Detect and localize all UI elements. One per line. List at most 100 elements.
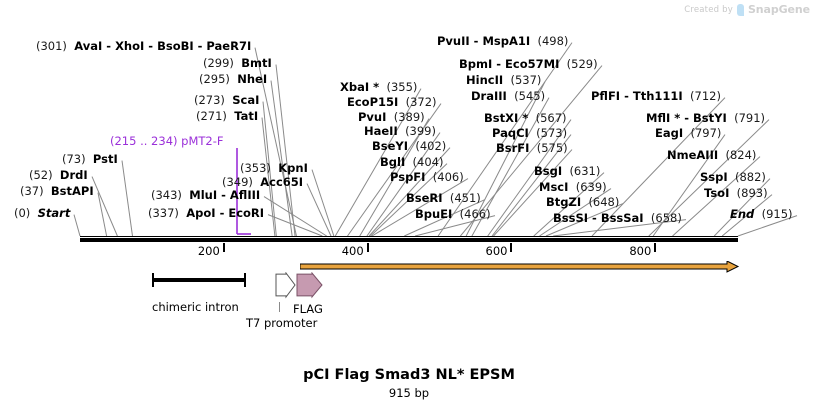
enzyme-label-pvui[interactable]: PvuI (389) (358, 110, 425, 124)
page-subtitle: 915 bp (388, 386, 430, 400)
enzyme-label-bgli[interactable]: BglI (404) (380, 156, 443, 169)
ruler-label-400: 400 (341, 244, 364, 258)
feature-bar-chimeric-intron[interactable] (152, 278, 246, 282)
enzyme-label-btgzi[interactable]: BtgZI (648) (546, 195, 619, 209)
enzyme-position: (52) (29, 168, 53, 182)
enzyme-label-xbai[interactable]: XbaI * (355) (340, 80, 418, 94)
enzyme-label-paqci[interactable]: PaqCI (573) (492, 126, 568, 140)
enzyme-label-bsgi[interactable]: BsgI (631) (534, 164, 601, 178)
enzyme-label-bseyi[interactable]: BseYI (402) (372, 139, 447, 153)
enzyme-label-mfli[interactable]: MflI * - BstYI (791) (646, 111, 765, 125)
enzyme-label-scai[interactable]: (273) ScaI (194, 94, 259, 107)
name-separator: - (102, 39, 116, 53)
enzyme-label-eagi[interactable]: EagI (797) (655, 127, 721, 140)
enzyme-position: (389) (393, 110, 425, 124)
enzyme-name: BseYI (372, 139, 409, 153)
backbone-top-line (80, 236, 738, 237)
enzyme-position: (402) (415, 139, 447, 153)
enzyme-name: AvaI (74, 39, 103, 53)
enzyme-label-sspi[interactable]: SspI (882) (700, 171, 766, 184)
enzyme-label-nhei[interactable]: (295) NheI (199, 72, 268, 86)
name-separator: - (588, 211, 601, 225)
enzyme-label-pvuii[interactable]: PvuII - MspA1I (498) (437, 34, 568, 48)
enzyme-position: (372) (405, 95, 437, 109)
enzyme-name: End (730, 207, 755, 221)
leader-line-mlui (263, 196, 327, 237)
enzyme-label-ecop15i[interactable]: EcoP15I (372) (347, 95, 437, 109)
ruler-tick-600 (510, 243, 513, 252)
feature-arrow-t7-promoter[interactable] (275, 272, 297, 300)
enzyme-position: (337) (148, 206, 179, 220)
feature-leader-t7-promoter (279, 302, 280, 312)
enzyme-label-bmti[interactable]: (299) BmtI (203, 56, 272, 70)
enzyme-label-nmeaiii[interactable]: NmeAIII (824) (667, 149, 756, 162)
enzyme-name: PspFI (390, 170, 426, 184)
enzyme-label-tsoi[interactable]: TsoI (893) (704, 187, 768, 200)
enzyme-name: BtgZI (546, 195, 582, 209)
enzyme-name: PflFI (591, 89, 621, 103)
sequence-backbone[interactable] (80, 237, 738, 242)
enzyme-label-bstxi[interactable]: BstXI * (567) (484, 111, 567, 125)
enzyme-label-bpmi[interactable]: BpmI - Eco57MI (529) (459, 57, 598, 71)
enzyme-position: (466) (459, 207, 491, 221)
enzyme-label-bsssi[interactable]: BssSI - BssSaI (658) (553, 211, 682, 225)
feature-bar-cap-0 (152, 273, 154, 287)
enzyme-name: EcoP15I (347, 95, 399, 109)
ruler-tick-800 (654, 243, 657, 252)
enzyme-label-psti[interactable]: (73) PstI (62, 153, 118, 166)
enzyme-label-drdi[interactable]: (52) DrdI (29, 168, 88, 182)
arrow-shape-flag (296, 272, 323, 299)
watermark-prefix: Created by (684, 4, 733, 15)
enzyme-name: PaqCI (492, 126, 529, 140)
enzyme-name: MspA1I (482, 34, 531, 48)
enzyme-name: BpmI (459, 57, 493, 71)
enzyme-label-kpni[interactable]: (353) KpnI (240, 162, 308, 175)
enzyme-name: BsrFI (496, 141, 530, 155)
enzyme-label-hincii[interactable]: HincII (537) (466, 73, 542, 87)
leader-line-psti (121, 160, 133, 237)
enzyme-name: MscI (539, 180, 569, 194)
enzyme-position: (271) (196, 109, 227, 123)
primer-label-pmt2-f[interactable]: (215 .. 234) pMT2-F (110, 135, 223, 148)
snapgene-watermark: Created by SnapGene (684, 3, 810, 16)
enzyme-name: NheI (237, 72, 268, 86)
enzyme-label-bstapi[interactable]: (37) BstAPI (20, 185, 94, 198)
enzyme-name: BstXI * (484, 111, 529, 125)
enzyme-name: BmtI (241, 56, 272, 70)
enzyme-position: (658) (650, 211, 682, 225)
name-separator: - (492, 57, 506, 71)
enzyme-label-draiii[interactable]: DraIII (545) (471, 89, 546, 103)
enzyme-name: HincII (466, 73, 504, 87)
enzyme-label-end[interactable]: End (915) (730, 207, 793, 221)
enzyme-position: (545) (514, 89, 546, 103)
cds-orf-arrow[interactable] (300, 261, 740, 275)
feature-arrow-flag[interactable] (296, 272, 324, 300)
enzyme-label-pflfi[interactable]: PflFI - Tth111I (712) (591, 89, 721, 103)
enzyme-label-bsrfi[interactable]: BsrFI (575) (496, 141, 568, 155)
enzyme-name: DrdI (59, 168, 88, 182)
enzyme-label-avai[interactable]: (301) AvaI - XhoI - BsoBI - PaeR7I (36, 39, 251, 53)
enzyme-label-mlui[interactable]: (343) MluI - AflIII (151, 189, 260, 202)
enzyme-label-bseri[interactable]: BseRI (451) (406, 192, 481, 205)
enzyme-position: (295) (199, 72, 230, 86)
enzyme-label-apoi[interactable]: (337) ApoI - EcoRI (148, 206, 264, 220)
enzyme-label-tati[interactable]: (271) TatI (196, 109, 258, 123)
enzyme-position: (573) (536, 126, 568, 140)
enzyme-label-bpuei[interactable]: BpuEI (466) (415, 207, 491, 221)
enzyme-position: (631) (569, 164, 601, 178)
enzyme-label-start[interactable]: (0) Start (14, 207, 70, 220)
enzyme-label-pspfi[interactable]: PspFI (406) (390, 170, 464, 184)
name-separator: - (215, 206, 229, 220)
enzyme-position: (355) (386, 80, 418, 94)
enzyme-label-msci[interactable]: MscI (639) (539, 180, 607, 194)
ruler-label-200: 200 (197, 244, 220, 258)
enzyme-name: MflI * (646, 111, 681, 125)
watermark-brand: SnapGene (747, 3, 810, 16)
enzyme-position: (299) (203, 56, 234, 70)
enzyme-name: BsgI (534, 164, 563, 178)
enzyme-label-haeii[interactable]: HaeII (399) (364, 125, 436, 138)
arrow-shape-t7-promoter (275, 272, 296, 299)
enzyme-position: (537) (510, 73, 542, 87)
enzyme-label-acc65i[interactable]: (349) Acc65I (222, 176, 303, 189)
enzyme-position: (529) (566, 57, 598, 71)
